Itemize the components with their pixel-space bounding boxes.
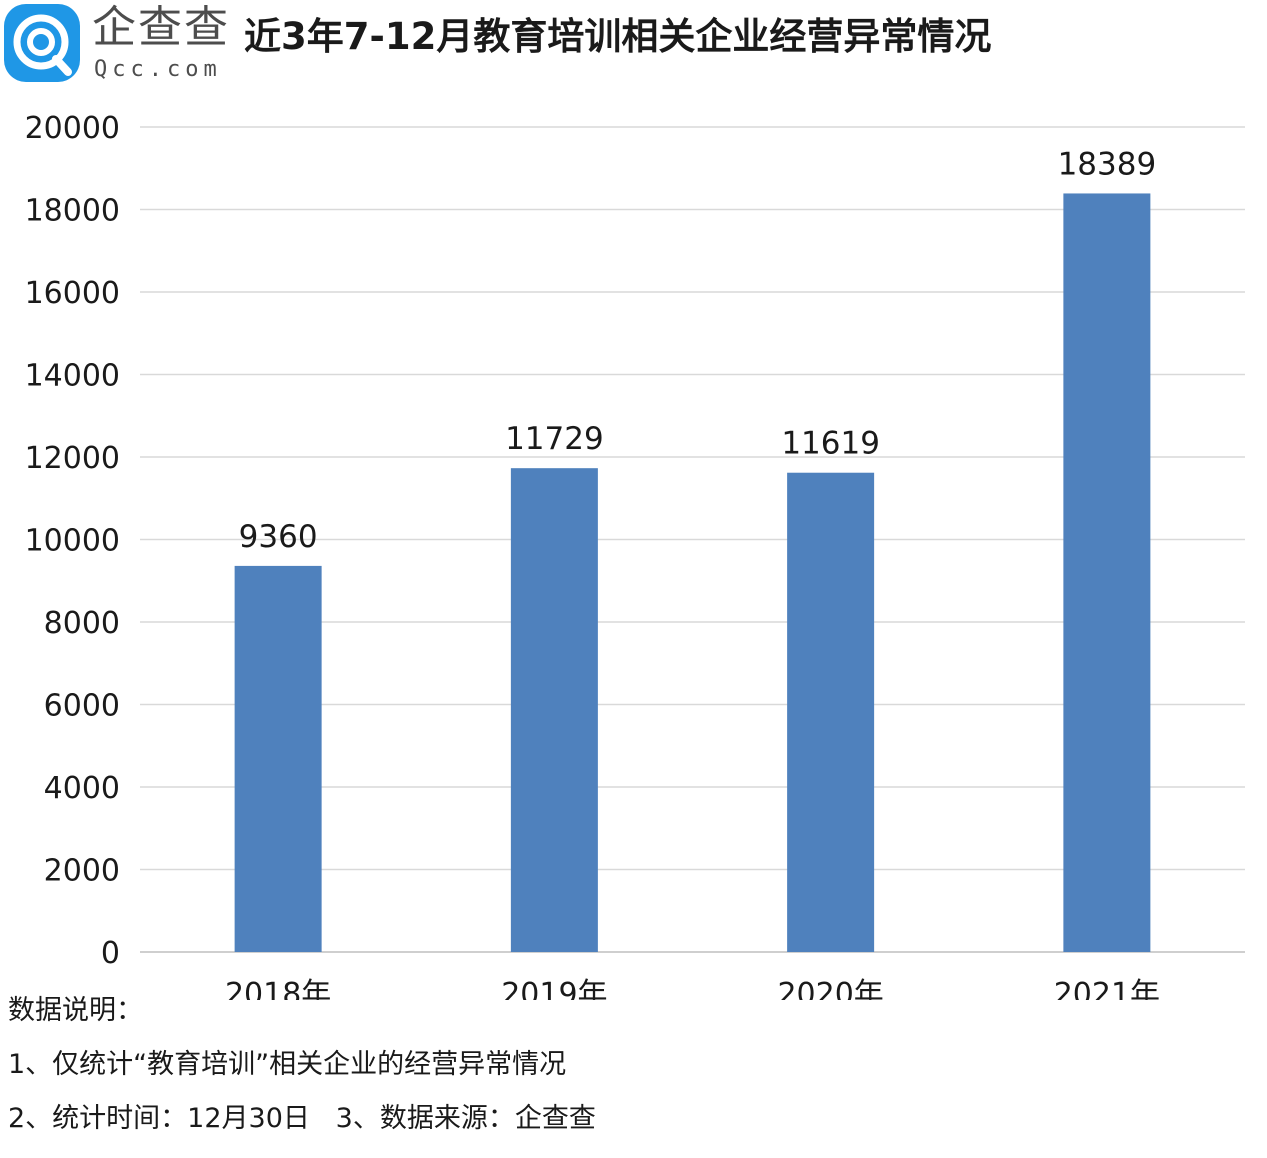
bars — [234, 193, 1151, 953]
notes-line-2: 2、统计时间：12月30日 3、数据来源：企查查 — [8, 1104, 1258, 1134]
data-label: 11729 — [505, 421, 604, 457]
bar-chart: 0 2000 4000 6000 8000 10000 12000 14000 16000 180… — [25, 111, 1245, 1000]
bar-2018年 — [234, 565, 322, 952]
data-notes: 数据说明： 1、仅统计“教育培训”相关企业的经营异常情况 2、统计时间：12月3… — [8, 996, 1258, 1158]
chart-title: 近3年7-12月教育培训相关企业经营异常情况 — [244, 15, 992, 58]
data-label: 18389 — [1058, 146, 1157, 182]
header: 企查查 Qcc.com 近3年7-12月教育培训相关企业经营异常情况 — [0, 0, 1267, 90]
y-tick-label: 18000 — [25, 194, 120, 229]
data-label: 11619 — [781, 426, 880, 462]
logo-wordmark-en: Qcc.com — [94, 57, 222, 82]
notes-line-1: 1、仅统计“教育培训”相关企业的经营异常情况 — [8, 1049, 567, 1080]
logo-wordmark-cn: 企查查 — [92, 2, 230, 53]
y-tick-label: 12000 — [25, 441, 120, 476]
bar-2021年 — [1063, 193, 1151, 953]
y-tick-label: 2000 — [44, 854, 120, 889]
y-tick-label: 0 — [101, 936, 120, 971]
qcc-logo-icon — [4, 4, 80, 82]
x-category-label: 2019年 — [501, 977, 607, 1000]
notes-heading: 数据说明： — [8, 995, 143, 1026]
y-tick-label: 6000 — [44, 689, 120, 724]
bar-2020年 — [787, 472, 875, 952]
data-label: 9360 — [239, 519, 318, 555]
y-tick-label: 14000 — [25, 359, 120, 394]
y-tick-label: 16000 — [25, 276, 120, 311]
x-category-label: 2018年 — [225, 977, 331, 1000]
notes-line-2-source: 3、数据来源：企查查 — [335, 1103, 596, 1134]
y-tick-label: 10000 — [25, 524, 120, 559]
notes-line-2-time: 2、统计时间：12月30日 — [8, 1103, 310, 1134]
bar-2019年 — [510, 468, 598, 952]
y-tick-label: 20000 — [25, 111, 120, 146]
y-tick-label: 8000 — [44, 606, 120, 641]
gridlines — [140, 126, 1245, 953]
x-category-label: 2020年 — [777, 977, 883, 1000]
y-axis-ticks: 0 2000 4000 6000 8000 10000 12000 14000 16000 180… — [25, 111, 120, 971]
data-labels: 9360 11729 11619 18389 — [239, 146, 1157, 554]
x-axis-categories: 2018年 2019年 2020年 2021年 — [225, 977, 1160, 1000]
x-category-label: 2021年 — [1054, 977, 1160, 1000]
y-tick-label: 4000 — [44, 771, 120, 806]
